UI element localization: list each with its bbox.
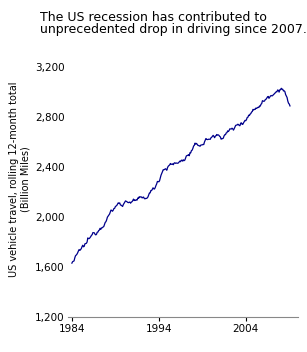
Text: The US recession has contributed to: The US recession has contributed to [40, 11, 267, 24]
Y-axis label: US vehicle travel, rolling 12-month total
(Billion Miles): US vehicle travel, rolling 12-month tota… [10, 82, 31, 277]
Text: unprecedented drop in driving since 2007.: unprecedented drop in driving since 2007… [40, 23, 307, 36]
